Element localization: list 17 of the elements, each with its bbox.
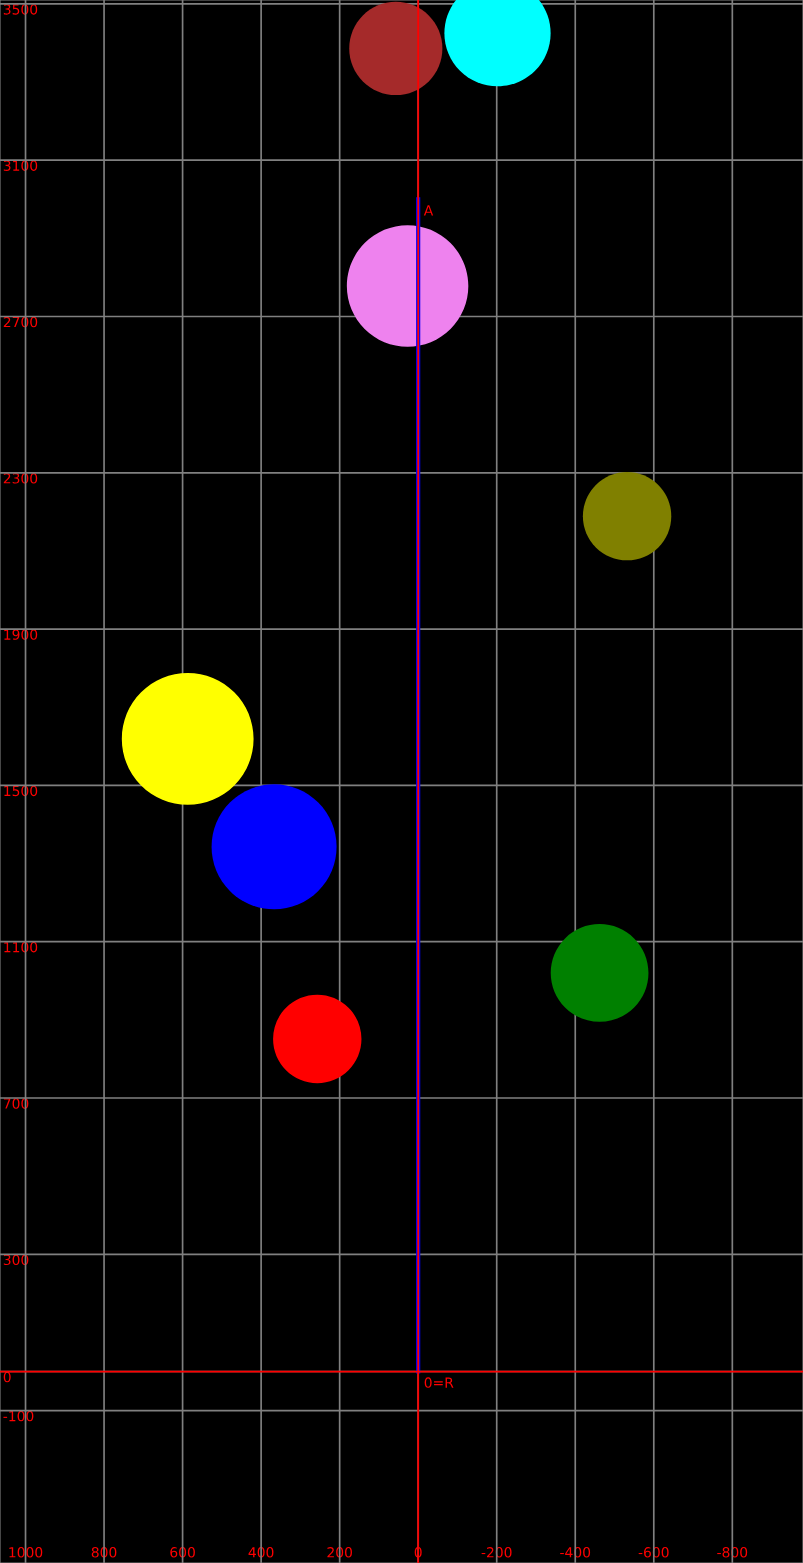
- y-tick-label: 700: [3, 1098, 29, 1109]
- y-tick-label: 2300: [3, 473, 38, 484]
- x-tick-label: 600: [170, 1547, 195, 1558]
- x-tick-label: 1000: [9, 1547, 43, 1558]
- x-tick-label: 400: [248, 1547, 274, 1558]
- y-tick-label: 0: [3, 1371, 11, 1383]
- y-tick-label: -100: [3, 1410, 34, 1422]
- x-tick-label: 200: [327, 1547, 352, 1558]
- y-tick-label: 3100: [3, 160, 38, 171]
- y-tick-label: 1100: [4, 941, 38, 953]
- annotation: A: [423, 205, 434, 216]
- annotation: 0=R: [424, 1377, 454, 1388]
- x-tick-label: 800: [91, 1547, 117, 1558]
- y-tick-label: 3500: [3, 4, 38, 15]
- y-tick-label: 2700: [3, 316, 38, 328]
- y-tick-label: 1500: [4, 785, 38, 797]
- y-tick-label: 300: [3, 1254, 29, 1266]
